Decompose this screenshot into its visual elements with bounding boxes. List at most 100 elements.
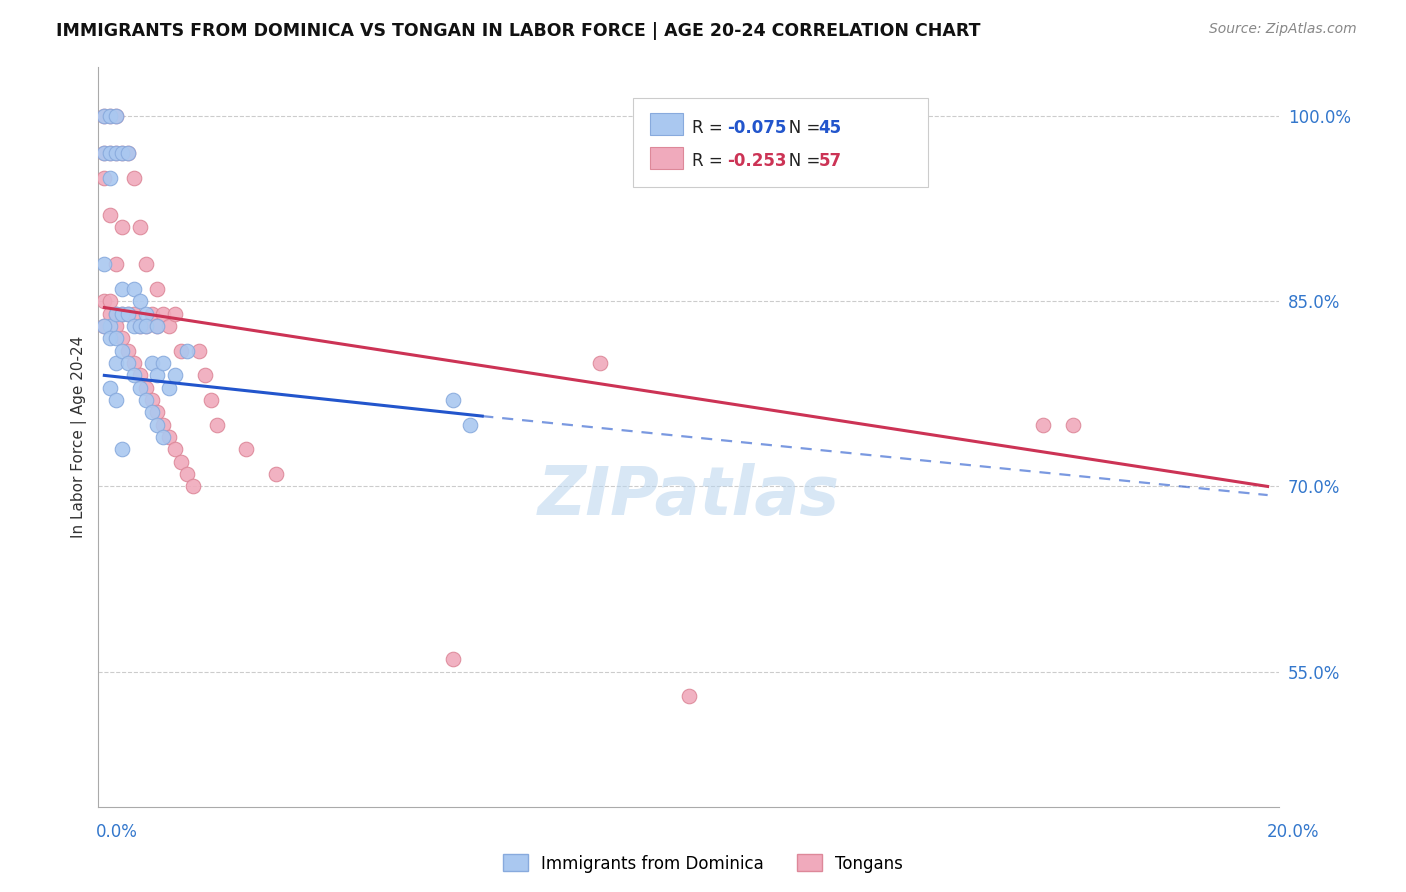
Point [135, 307, 157, 321]
Point [105, 331, 128, 345]
Point [98, 319, 121, 334]
Point [589, 356, 612, 370]
Point [105, 109, 128, 123]
Point [141, 405, 163, 419]
Point [157, 319, 180, 334]
Point [165, 307, 187, 321]
Text: 57: 57 [818, 152, 841, 169]
Text: N =: N = [773, 152, 825, 169]
Point [111, 343, 134, 358]
Point [128, 319, 150, 334]
Point [105, 307, 128, 321]
Point [146, 417, 169, 432]
Point [441, 652, 464, 666]
Text: R =: R = [692, 152, 728, 169]
Point [93, 319, 115, 334]
Point [176, 467, 198, 482]
Text: 20.0%: 20.0% [1267, 822, 1319, 840]
Point [135, 393, 157, 408]
Point [441, 393, 464, 408]
Point [111, 307, 134, 321]
Point [152, 307, 174, 321]
Point [111, 331, 134, 345]
Point [170, 343, 193, 358]
Text: IMMIGRANTS FROM DOMINICA VS TONGAN IN LABOR FORCE | AGE 20-24 CORRELATION CHART: IMMIGRANTS FROM DOMINICA VS TONGAN IN LA… [56, 22, 981, 40]
Point [181, 479, 204, 493]
Text: -0.253: -0.253 [727, 152, 786, 169]
Point [93, 109, 115, 123]
Point [105, 146, 128, 161]
Point [235, 442, 257, 457]
Point [105, 307, 128, 321]
Point [111, 282, 134, 296]
Point [93, 171, 115, 186]
Point [111, 146, 134, 161]
Point [93, 257, 115, 271]
Point [98, 208, 121, 222]
Text: N =: N = [773, 119, 825, 136]
Point [165, 368, 187, 383]
Point [111, 146, 134, 161]
Point [117, 307, 139, 321]
Point [93, 146, 115, 161]
Point [111, 220, 134, 235]
Point [146, 368, 169, 383]
Point [98, 109, 121, 123]
Text: -0.075: -0.075 [727, 119, 786, 136]
Point [117, 146, 139, 161]
Text: 45: 45 [818, 119, 841, 136]
Point [194, 368, 217, 383]
Point [93, 319, 115, 334]
Point [128, 381, 150, 395]
Point [117, 146, 139, 161]
Point [98, 146, 121, 161]
Point [152, 356, 174, 370]
Point [460, 417, 482, 432]
Point [122, 368, 145, 383]
Point [135, 381, 157, 395]
Point [152, 430, 174, 444]
Point [105, 319, 128, 334]
Point [135, 319, 157, 334]
Point [122, 319, 145, 334]
Point [128, 368, 150, 383]
Point [122, 282, 145, 296]
Point [117, 307, 139, 321]
Point [200, 393, 222, 408]
Point [105, 146, 128, 161]
Text: 0.0%: 0.0% [96, 822, 138, 840]
Point [128, 319, 150, 334]
Point [105, 393, 128, 408]
Point [187, 343, 209, 358]
Point [146, 282, 169, 296]
Text: ZIPatlas: ZIPatlas [538, 463, 839, 529]
Point [141, 307, 163, 321]
Point [678, 689, 700, 703]
Point [146, 319, 169, 334]
Point [146, 319, 169, 334]
Text: Source: ZipAtlas.com: Source: ZipAtlas.com [1209, 22, 1357, 37]
Point [98, 307, 121, 321]
Point [111, 307, 134, 321]
Point [98, 381, 121, 395]
Point [105, 257, 128, 271]
Point [105, 356, 128, 370]
Point [1032, 417, 1054, 432]
Point [141, 393, 163, 408]
Point [122, 307, 145, 321]
Legend: Immigrants from Dominica, Tongans: Immigrants from Dominica, Tongans [496, 847, 910, 880]
Point [135, 257, 157, 271]
Point [98, 331, 121, 345]
Text: R =: R = [692, 119, 728, 136]
Point [111, 442, 134, 457]
Point [93, 109, 115, 123]
Point [157, 381, 180, 395]
Point [152, 417, 174, 432]
Y-axis label: In Labor Force | Age 20-24: In Labor Force | Age 20-24 [72, 336, 87, 538]
Point [135, 319, 157, 334]
Point [1062, 417, 1084, 432]
Point [98, 146, 121, 161]
Point [117, 356, 139, 370]
Point [93, 146, 115, 161]
Point [98, 109, 121, 123]
